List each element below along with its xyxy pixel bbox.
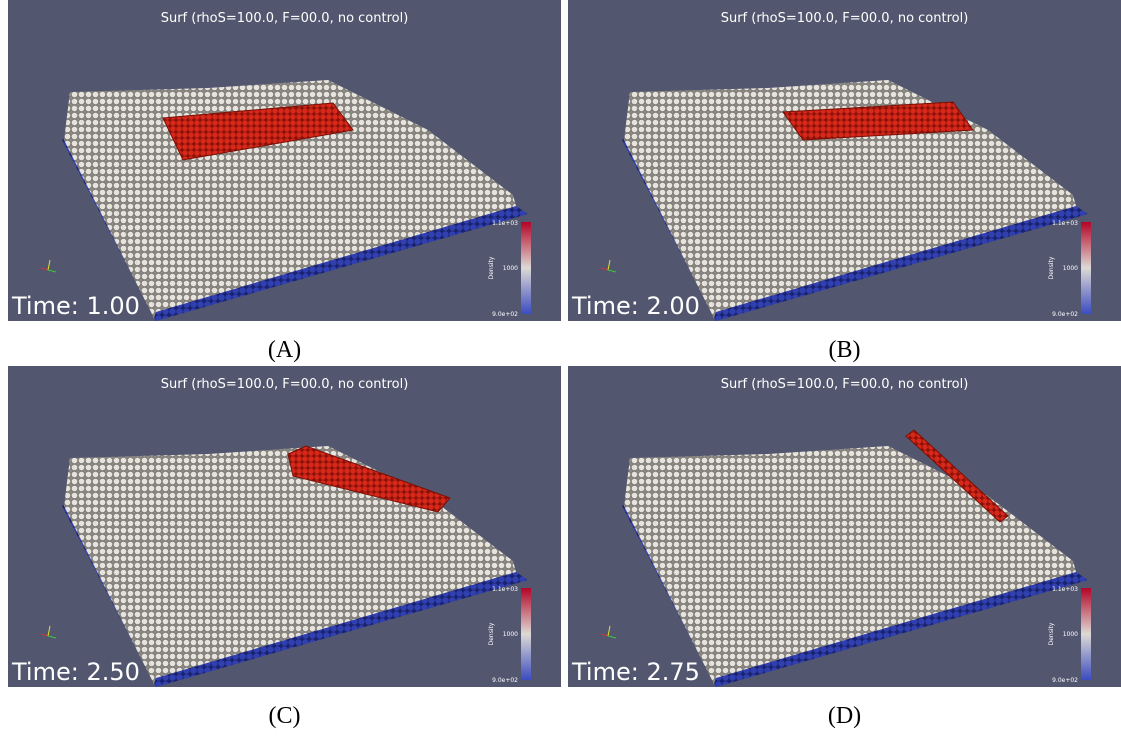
colorbar-max: 1.1e+03	[1052, 220, 1078, 227]
colorbar-min: 9.0e+02	[492, 677, 518, 684]
figure: Surf (rhoS=100.0, F=00.0, no control) Tim…	[0, 0, 1121, 736]
colorbar-min: 9.0e+02	[1052, 677, 1078, 684]
colorbar	[521, 588, 531, 680]
colorbar-label: Density	[1048, 622, 1055, 645]
panel-title: Surf (rhoS=100.0, F=00.0, no control)	[161, 11, 409, 26]
colorbar-mid: 1000	[503, 265, 518, 272]
colorbar-mid: 1000	[503, 631, 518, 638]
colorbar	[1081, 222, 1091, 314]
time-label: Time: 1.00	[11, 292, 140, 320]
simulation-render: Surf (rhoS=100.0, F=00.0, no control) Tim…	[8, 366, 561, 687]
colorbar-mid: 1000	[1063, 265, 1078, 272]
colorbar-max: 1.1e+03	[1052, 586, 1078, 593]
colorbar-max: 1.1e+03	[492, 586, 518, 593]
panel-caption: (C)	[8, 703, 561, 730]
colorbar-label: Density	[488, 622, 495, 645]
panel-caption: (D)	[568, 703, 1121, 730]
simulation-render: Surf (rhoS=100.0, F=00.0, no control) Tim…	[568, 0, 1121, 321]
time-label: Time: 2.50	[11, 658, 140, 686]
panel-title: Surf (rhoS=100.0, F=00.0, no control)	[161, 377, 409, 392]
colorbar-mid: 1000	[1063, 631, 1078, 638]
colorbar-min: 9.0e+02	[492, 311, 518, 318]
simulation-render: Surf (rhoS=100.0, F=00.0, no control) Tim…	[568, 366, 1121, 687]
panel-caption: (A)	[8, 337, 561, 364]
colorbar	[521, 222, 531, 314]
panel-caption: (B)	[568, 337, 1121, 364]
colorbar-label: Density	[488, 256, 495, 279]
simulation-render: Surf (rhoS=100.0, F=00.0, no control) Tim…	[8, 0, 561, 321]
panel-title: Surf (rhoS=100.0, F=00.0, no control)	[721, 377, 969, 392]
colorbar-max: 1.1e+03	[492, 220, 518, 227]
panel-title: Surf (rhoS=100.0, F=00.0, no control)	[721, 11, 969, 26]
colorbar-label: Density	[1048, 256, 1055, 279]
time-label: Time: 2.00	[571, 292, 700, 320]
colorbar-min: 9.0e+02	[1052, 311, 1078, 318]
time-label: Time: 2.75	[571, 658, 700, 686]
colorbar	[1081, 588, 1091, 680]
